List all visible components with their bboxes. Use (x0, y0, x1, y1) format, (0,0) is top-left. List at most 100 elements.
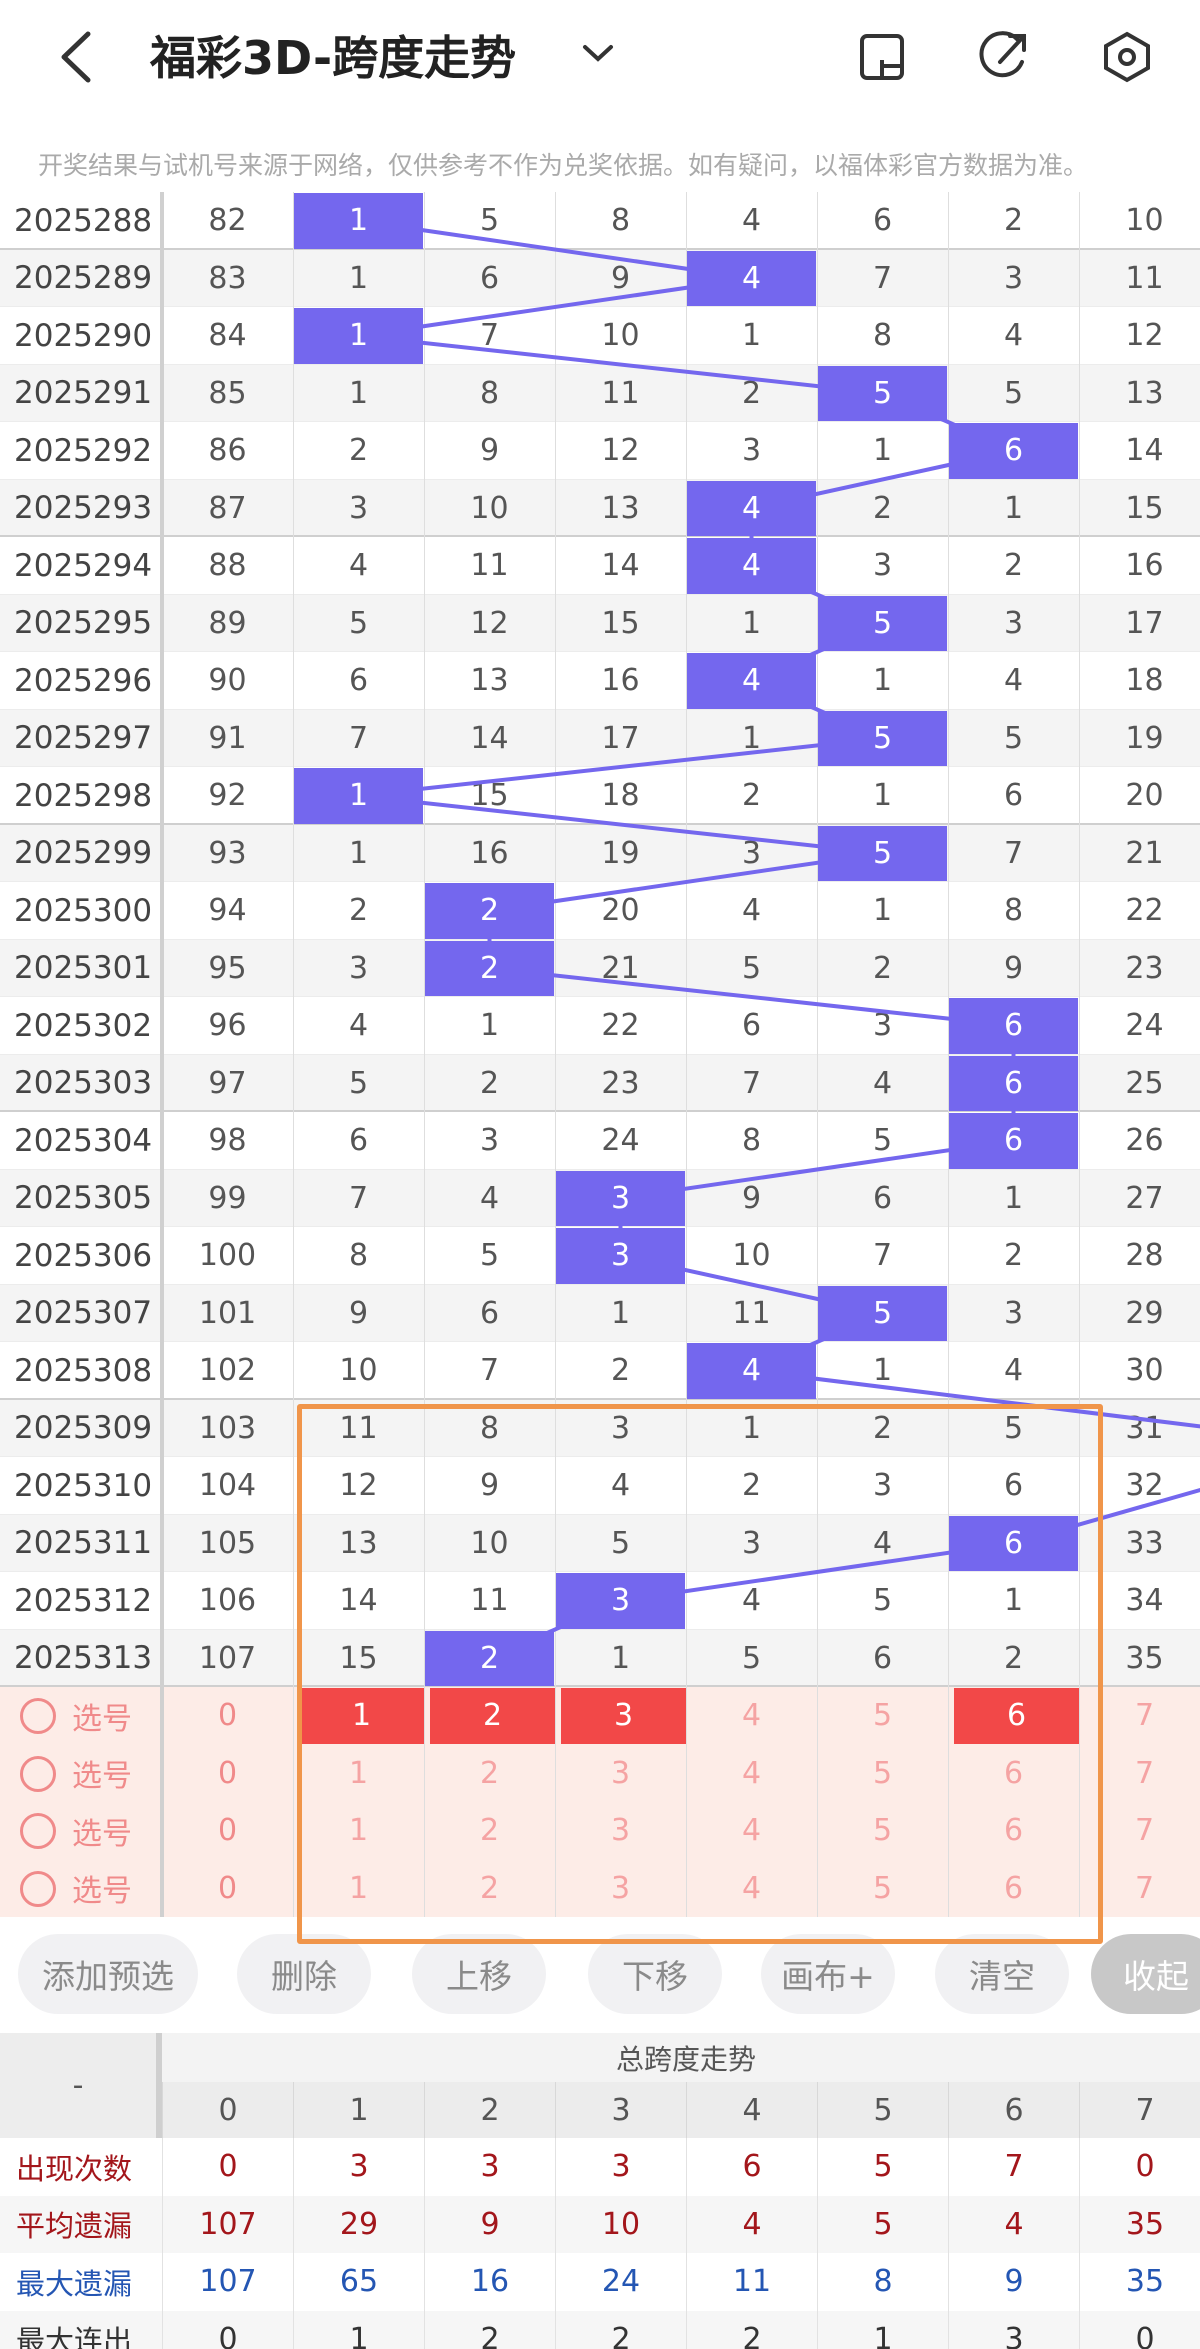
cell: 9 (741, 1180, 762, 1216)
stats-value: 4 (686, 2195, 817, 2253)
select-number[interactable]: 4 (741, 1698, 762, 1734)
select-number[interactable]: 3 (610, 1755, 631, 1791)
period: 2025303 (14, 1065, 153, 1102)
select-number[interactable]: 6 (1003, 1755, 1024, 1791)
cell: 2 (479, 1065, 500, 1101)
select-number[interactable]: 4 (741, 1870, 762, 1906)
cell: 8 (479, 1410, 500, 1446)
cell: 4 (348, 1008, 369, 1044)
select-number[interactable]: 5 (872, 1870, 893, 1906)
cell: 1 (1003, 490, 1024, 526)
cell: 8 (872, 318, 893, 354)
stats-value: 65 (293, 2253, 424, 2311)
stats-label: 最大连出 (16, 2324, 133, 2349)
settings-icon[interactable] (1104, 31, 1150, 83)
cell: 29 (1125, 1295, 1164, 1331)
select-number[interactable]: 1 (348, 1813, 369, 1849)
select-number[interactable]: 1 (348, 1755, 369, 1791)
period: 2025296 (14, 662, 153, 699)
selected-number[interactable]: 6 (954, 1688, 1079, 1744)
cell: 16 (470, 835, 509, 871)
cell: 15 (601, 605, 640, 641)
select-number[interactable]: 7 (1134, 1813, 1155, 1849)
select-label: 选号 (72, 1816, 132, 1852)
cell: 3 (348, 950, 369, 986)
action-button[interactable]: 添加预选 (18, 1934, 198, 2014)
cell: 6 (348, 1123, 369, 1159)
row-bg (0, 1399, 1200, 1457)
stats-value: 0 (1079, 2138, 1200, 2196)
cell: 1 (872, 433, 893, 469)
select-number[interactable]: 3 (610, 1870, 631, 1906)
cell: 7 (872, 1238, 893, 1274)
select-number[interactable]: 2 (479, 1755, 500, 1791)
select-number[interactable]: 7 (1134, 1755, 1155, 1791)
cell: 12 (470, 605, 509, 641)
select-number[interactable]: 2 (479, 1870, 500, 1906)
action-button[interactable]: 上移 (412, 1934, 546, 2014)
select-number[interactable]: 0 (217, 1698, 238, 1734)
select-number[interactable]: 5 (872, 1698, 893, 1734)
action-button[interactable]: 画布+ (761, 1934, 895, 2014)
cell: 24 (601, 1123, 640, 1159)
select-number[interactable]: 4 (741, 1813, 762, 1849)
selected-number[interactable]: 1 (299, 1688, 424, 1744)
action-button[interactable]: 收起 (1091, 1934, 1200, 2014)
action-button[interactable]: 清空 (935, 1934, 1069, 2014)
cell: 5 (872, 1583, 893, 1619)
cell: 1 (479, 1008, 500, 1044)
cell: 20 (601, 893, 640, 929)
stats-column: 2 (424, 2082, 555, 2138)
period: 2025300 (14, 892, 153, 929)
cell: 2 (741, 778, 762, 814)
cell: 3 (1003, 1295, 1024, 1331)
selected-number[interactable]: 3 (561, 1688, 686, 1744)
cell: 2 (1003, 1640, 1024, 1676)
select-number[interactable]: 1 (348, 1870, 369, 1906)
select-number[interactable]: 4 (741, 1755, 762, 1791)
select-radio[interactable] (20, 1698, 56, 1734)
dropdown-icon[interactable] (583, 45, 613, 62)
select-number[interactable]: 7 (1134, 1870, 1155, 1906)
select-number[interactable]: 2 (479, 1813, 500, 1849)
cell: 105 (198, 1525, 257, 1561)
select-number[interactable]: 0 (217, 1870, 238, 1906)
select-radio[interactable] (20, 1870, 56, 1907)
cell: 32 (1125, 1468, 1164, 1504)
select-number[interactable]: 7 (1134, 1698, 1155, 1734)
selection-frame (297, 1404, 1103, 1944)
header-icons (61, 31, 1150, 83)
cell: 96 (208, 1008, 247, 1044)
back-icon[interactable] (61, 31, 91, 83)
hit-cell: 4 (687, 653, 816, 709)
action-button[interactable]: 下移 (588, 1934, 722, 2014)
cell: 7 (479, 318, 500, 354)
select-number[interactable]: 5 (872, 1813, 893, 1849)
stats-value: 0 (1079, 2310, 1200, 2349)
period: 2025289 (14, 260, 153, 297)
select-number[interactable]: 3 (610, 1813, 631, 1849)
select-number[interactable]: 6 (1003, 1870, 1024, 1906)
share-icon[interactable] (979, 31, 1026, 78)
stats-value: 5 (817, 2138, 948, 2196)
screen-icon[interactable] (860, 34, 904, 80)
cell: 1 (1003, 1180, 1024, 1216)
cell: 104 (198, 1468, 257, 1504)
select-number[interactable]: 6 (1003, 1813, 1024, 1849)
select-radio[interactable] (20, 1755, 56, 1792)
hit-cell: 2 (425, 883, 554, 939)
cell: 9 (1003, 950, 1024, 986)
cell: 13 (1125, 375, 1164, 411)
stats-value: 9 (948, 2253, 1079, 2311)
select-number[interactable]: 0 (217, 1813, 238, 1849)
select-radio[interactable] (20, 1813, 56, 1849)
cell: 7 (741, 1065, 762, 1101)
action-button[interactable]: 删除 (237, 1934, 371, 2014)
selected-number[interactable]: 2 (430, 1688, 555, 1744)
select-number[interactable]: 0 (217, 1755, 238, 1791)
stats-value: 0 (162, 2310, 293, 2349)
select-number[interactable]: 5 (872, 1755, 893, 1791)
cell: 7 (1003, 835, 1024, 871)
cell: 23 (601, 1065, 640, 1101)
stats-value: 35 (1079, 2195, 1200, 2253)
